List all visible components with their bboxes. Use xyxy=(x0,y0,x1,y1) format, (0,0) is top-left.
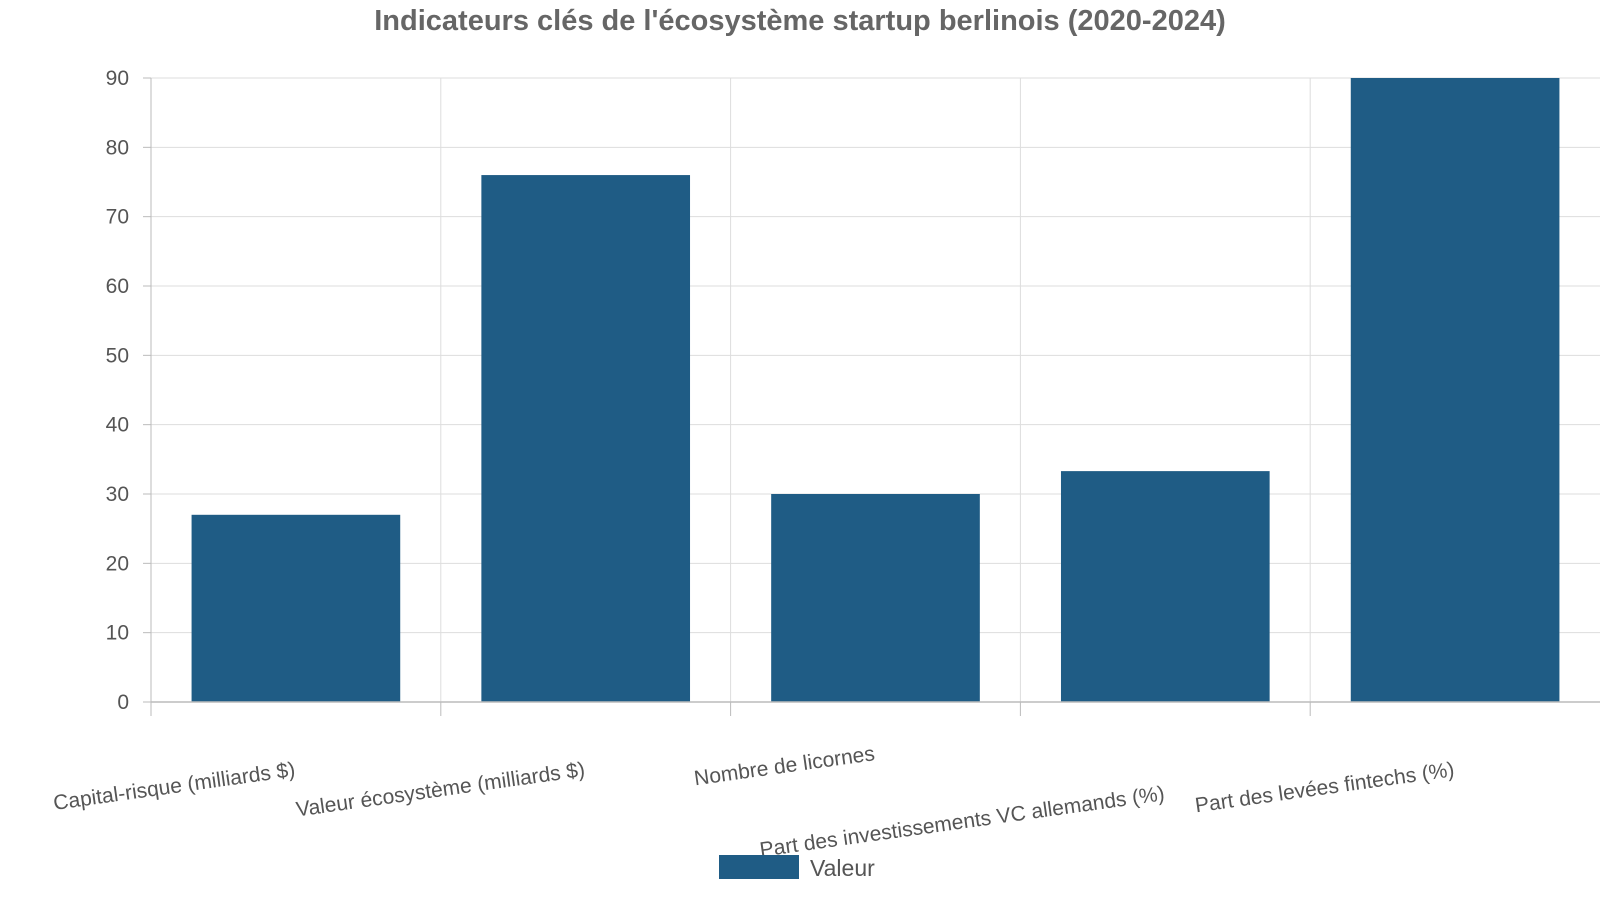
x-category-label: Valeur écosystème (milliards $) xyxy=(295,758,587,821)
y-tick-label: 60 xyxy=(106,275,129,298)
bar xyxy=(771,494,980,702)
y-tick-label: 90 xyxy=(106,67,129,90)
x-category-label: Part des investissements VC allemands (%… xyxy=(758,782,1166,862)
x-category-label: Part des levées fintechs (%) xyxy=(1194,758,1456,817)
x-category-label: Capital-risque (milliards $) xyxy=(52,758,297,815)
y-tick-label: 0 xyxy=(117,691,129,714)
bar xyxy=(1350,78,1560,702)
bar xyxy=(191,514,401,702)
bar xyxy=(1060,471,1270,702)
y-tick-label: 70 xyxy=(106,206,129,229)
y-tick-label: 40 xyxy=(106,414,129,437)
y-tick-label: 30 xyxy=(106,483,129,506)
bars xyxy=(191,78,1560,703)
bar xyxy=(481,175,691,703)
legend: Valeur xyxy=(719,855,875,881)
chart-title: Indicateurs clés de l'écosystème startup… xyxy=(374,5,1226,37)
y-tick-label: 20 xyxy=(106,552,129,575)
y-tick-label: 10 xyxy=(106,622,129,645)
axes xyxy=(143,77,1600,716)
y-tick-label: 50 xyxy=(106,344,129,367)
y-tick-label: 80 xyxy=(106,136,129,159)
y-axis-ticks: 0 10 20 30 40 50 60 70 80 90 xyxy=(106,67,129,714)
legend-label-valeur: Valeur xyxy=(810,855,875,881)
x-category-label: Nombre de licornes xyxy=(693,742,877,790)
legend-swatch-valeur xyxy=(719,855,799,879)
x-axis-labels: Capital-risque (milliards $)Valeur écosy… xyxy=(52,742,1456,862)
